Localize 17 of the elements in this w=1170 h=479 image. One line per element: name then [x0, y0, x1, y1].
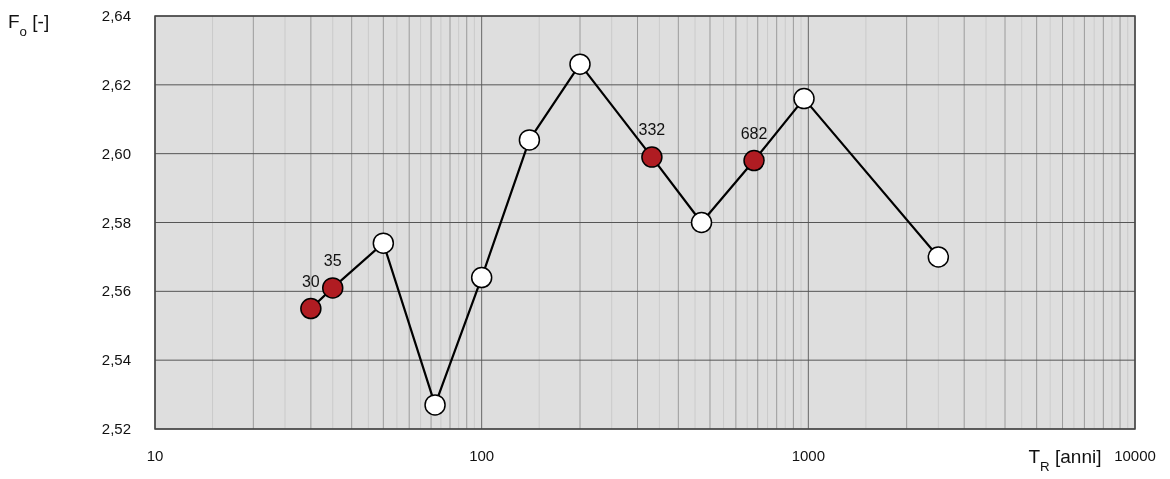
annotation: 30	[301, 272, 320, 290]
y-tick-label: 2,54	[101, 351, 131, 369]
annotation: 35	[323, 251, 342, 269]
y-tick-label: 2,60	[101, 144, 131, 162]
x-tick-label: 1000	[791, 447, 826, 464]
x-axis-title: T$_{R}$ [anni]	[1028, 446, 1102, 474]
x-tick-label: 10	[146, 447, 164, 464]
x-tick-label: 100	[469, 447, 495, 464]
y-tick-label: 2,56	[101, 282, 131, 300]
annotation: 682	[740, 124, 768, 142]
y-tick-label: 2,58	[101, 213, 131, 231]
y-tick-label: 2,64	[101, 7, 131, 24]
x-tick-label: 10000	[1114, 447, 1156, 464]
annotation: 332	[638, 121, 666, 139]
y-axis-title: F$_{o}$ [-]	[8, 11, 50, 39]
y-tick-label: 2,52	[101, 420, 131, 437]
y-tick-label: 2,62	[101, 75, 131, 93]
